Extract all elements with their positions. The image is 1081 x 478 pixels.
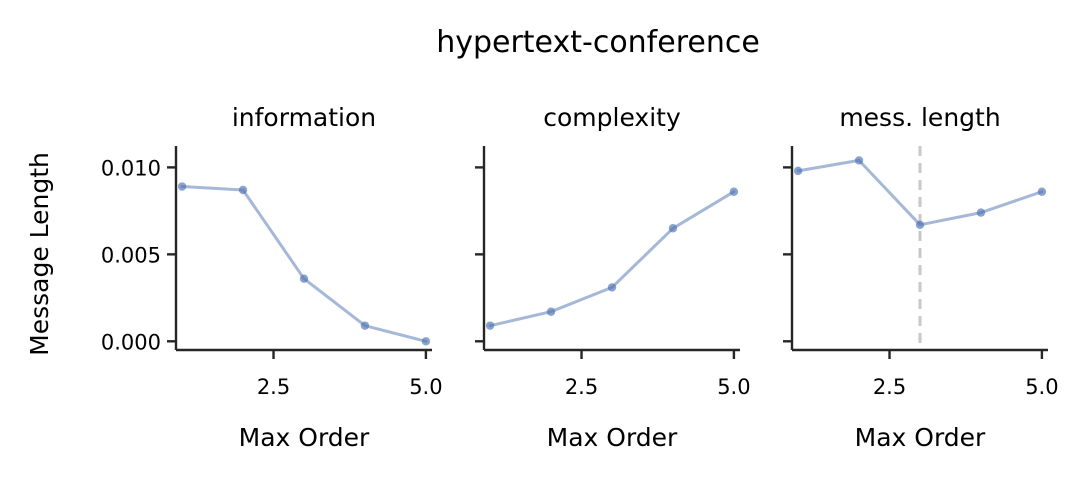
chart-panel-3: mess. length 2.5 5.0 Max Order: [783, 103, 1059, 452]
data-point: [607, 283, 617, 292]
y-axis-label: Message Length: [25, 152, 54, 356]
chart-suptitle: hypertext-conference: [436, 25, 760, 60]
data-point: [976, 208, 986, 217]
data-point: [668, 224, 678, 233]
data-point: [915, 220, 925, 229]
data-point: [1037, 187, 1047, 196]
x-axis-label: Max Order: [855, 423, 986, 452]
x-tick-label: 5.0: [409, 375, 442, 399]
series-line: [180, 185, 428, 343]
data-point: [854, 156, 864, 165]
x-tick-label: 2.5: [565, 375, 598, 399]
data-point: [177, 182, 187, 191]
data-point: [421, 337, 431, 346]
x-tick-label: 5.0: [1025, 375, 1058, 399]
panel-title: mess. length: [839, 103, 1000, 132]
x-axis-label: Max Order: [239, 423, 370, 452]
x-tick-label: 2.5: [257, 375, 290, 399]
x-tick-label: 5.0: [717, 375, 750, 399]
chart-panel-2: complexity 2.5 5.0 Max Order: [475, 103, 751, 452]
chart-panel-1: information 0.000 0.005 0.010 2.5 5.0 Max Orde…: [25, 103, 443, 452]
data-point: [360, 321, 370, 330]
y-tick-label: 0.005: [101, 243, 161, 267]
panel-title: complexity: [543, 103, 681, 132]
x-axis-label: Max Order: [547, 423, 678, 452]
y-tick-label: 0.000: [101, 330, 161, 354]
y-tick-label: 0.010: [101, 156, 161, 180]
series-line: [488, 190, 736, 328]
data-point: [485, 321, 495, 330]
x-tick-label: 2.5: [873, 375, 906, 399]
data-point: [729, 187, 739, 196]
data-point: [546, 307, 556, 316]
data-point: [299, 274, 309, 283]
data-point: [793, 166, 803, 176]
panel-title: information: [232, 103, 376, 132]
data-point: [238, 185, 248, 195]
